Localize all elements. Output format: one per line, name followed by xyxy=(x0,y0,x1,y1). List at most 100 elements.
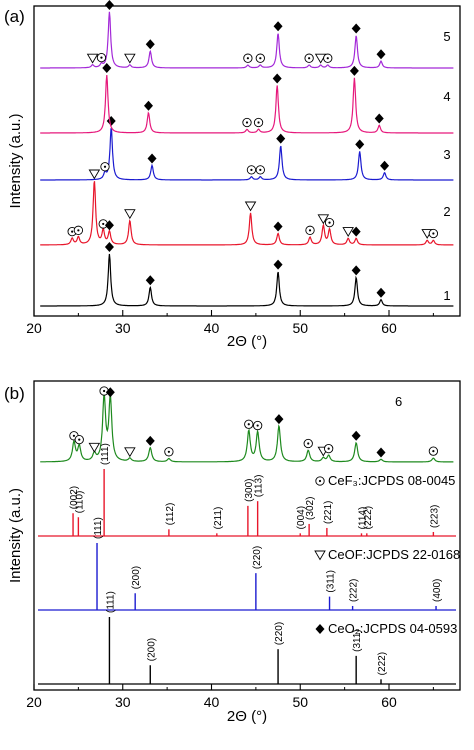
panel-b-label: (b) xyxy=(4,384,25,403)
series-label: 2 xyxy=(443,204,450,219)
peak-marker-triangle xyxy=(342,227,354,237)
hkl-label: (311) xyxy=(352,629,363,652)
panel-b-x-ticks: 20 30 40 50 60 xyxy=(26,684,434,710)
hkl-label: (221) xyxy=(323,501,334,524)
peak-marker-circle-dot xyxy=(242,117,252,128)
series-3-curve xyxy=(40,128,454,181)
peak-marker-circle-dot xyxy=(304,53,314,63)
series-6: 6 xyxy=(40,386,454,463)
series-5-curve xyxy=(40,11,454,69)
peak-marker-circle-dot xyxy=(323,443,334,454)
reference-legend: CeO₂:JCPDS 04-0593 xyxy=(315,621,457,636)
peak-marker-triangle xyxy=(88,169,101,180)
hkl-label: (004) xyxy=(296,506,307,529)
peak-marker-diamond xyxy=(351,430,361,441)
peak-marker-diamond xyxy=(104,242,114,252)
peak-marker-circle-dot xyxy=(428,228,439,239)
peak-marker-triangle xyxy=(124,209,136,220)
peak-marker-circle-dot xyxy=(323,53,333,63)
peak-marker-diamond xyxy=(349,65,359,76)
reference-legend: CeF₃:JCPDS 08-0045 xyxy=(315,473,455,488)
hkl-label: (113) xyxy=(254,475,265,498)
peak-marker-circle-dot xyxy=(243,53,253,63)
series-4: 4 xyxy=(40,63,454,134)
panel-a-x-tick-label-50: 50 xyxy=(292,320,308,336)
peak-marker-diamond xyxy=(374,113,384,124)
peak-marker-diamond xyxy=(106,116,116,126)
peak-marker-circle-dot xyxy=(255,165,265,175)
peak-marker-diamond xyxy=(355,139,365,150)
peak-marker-triangle xyxy=(244,201,257,212)
peak-marker-diamond xyxy=(145,275,155,286)
peak-marker-circle-dot xyxy=(96,52,107,63)
peak-marker-diamond xyxy=(273,21,283,32)
peak-marker-diamond xyxy=(143,100,153,111)
peak-marker-diamond xyxy=(145,39,155,50)
peak-marker-diamond xyxy=(102,63,112,73)
peak-marker-diamond xyxy=(274,414,284,425)
panel-b: (b) Intensity (a.u.) 2Θ (°) 20 30 40 50 60 6… xyxy=(4,380,461,725)
series-2-curve xyxy=(40,181,454,246)
peak-marker-circle-dot xyxy=(74,434,84,445)
peak-marker-circle-dot xyxy=(73,225,84,235)
panel-a: (a) Intensity (a.u.) 2Θ (°) 20 30 40 50 60 1… xyxy=(4,0,461,350)
series-label: 1 xyxy=(443,288,450,303)
peak-marker-circle-dot xyxy=(303,438,313,449)
legend-marker-diamond xyxy=(315,624,325,634)
peak-marker-diamond xyxy=(351,226,361,237)
peak-marker-diamond xyxy=(273,221,283,232)
peak-marker-diamond xyxy=(104,220,114,231)
peak-marker-circle-dot xyxy=(255,53,265,63)
panel-b-x-tick-label-20: 20 xyxy=(26,694,42,710)
panel-b-y-axis-label: Intensity (a.u.) xyxy=(7,488,24,583)
peak-marker-circle-dot xyxy=(244,419,254,429)
hkl-label: (211) xyxy=(213,507,224,530)
peak-marker-circle-dot xyxy=(324,217,335,228)
reference-legend-label: CeOF:JCPDS 22-0168 xyxy=(328,547,460,562)
reference-1: (111) (200) (220) (311) (222) (400) CeOF:JCPDS… xyxy=(38,517,460,611)
panel-a-y-axis-label: Intensity (a.u.) xyxy=(7,113,24,208)
series-label: 4 xyxy=(443,89,450,104)
peak-marker-circle-dot xyxy=(252,420,263,431)
hkl-label: (002) xyxy=(69,486,80,509)
hkl-label: (200) xyxy=(131,566,142,589)
peak-marker-circle-dot xyxy=(98,219,108,229)
hkl-label: (222) xyxy=(363,506,374,529)
peak-marker-diamond xyxy=(273,259,283,270)
peak-marker-triangle xyxy=(124,53,136,64)
peak-marker-diamond xyxy=(105,387,115,398)
peak-marker-circle-dot xyxy=(164,447,174,457)
peak-marker-triangle xyxy=(124,447,136,458)
panel-a-x-tick-label-30: 30 xyxy=(115,320,131,336)
hkl-label: (222) xyxy=(349,579,360,602)
panel-a-x-tick-label-40: 40 xyxy=(204,320,220,336)
panel-a-x-ticks: 20 30 40 50 60 xyxy=(26,310,434,336)
legend-marker-circle-dot xyxy=(315,476,325,486)
series-label: 6 xyxy=(395,394,402,409)
series-2: 2 xyxy=(40,169,454,246)
series-label: 5 xyxy=(443,29,450,44)
peak-marker-diamond xyxy=(272,73,282,84)
panel-b-x-tick-label-30: 30 xyxy=(115,694,131,710)
hkl-label: (114) xyxy=(357,507,368,530)
hkl-label: (311) xyxy=(326,570,337,593)
panel-a-curves: 1 2 3 4 5 xyxy=(40,0,454,307)
series-4-curve xyxy=(40,74,454,134)
peak-marker-diamond xyxy=(376,287,386,298)
peak-marker-circle-dot xyxy=(246,165,257,175)
reference-0: (002)(110) (111) (112) (211) (300)(113) (004)… xyxy=(38,443,456,537)
panel-b-x-tick-label-50: 50 xyxy=(292,694,308,710)
series-1-curve xyxy=(40,253,454,307)
panel-a-frame xyxy=(33,5,461,317)
hkl-label: (200) xyxy=(146,638,157,661)
peak-marker-diamond xyxy=(145,435,155,446)
panel-b-x-tick-label-60: 60 xyxy=(381,694,397,710)
peak-marker-triangle xyxy=(86,53,99,64)
series-6-curve xyxy=(40,392,454,463)
peak-marker-diamond xyxy=(351,23,361,34)
peak-marker-diamond xyxy=(376,447,386,458)
reference-legend: CeOF:JCPDS 22-0168 xyxy=(314,547,460,562)
series-1: 1 xyxy=(40,242,454,307)
hkl-label: (111) xyxy=(105,591,116,613)
